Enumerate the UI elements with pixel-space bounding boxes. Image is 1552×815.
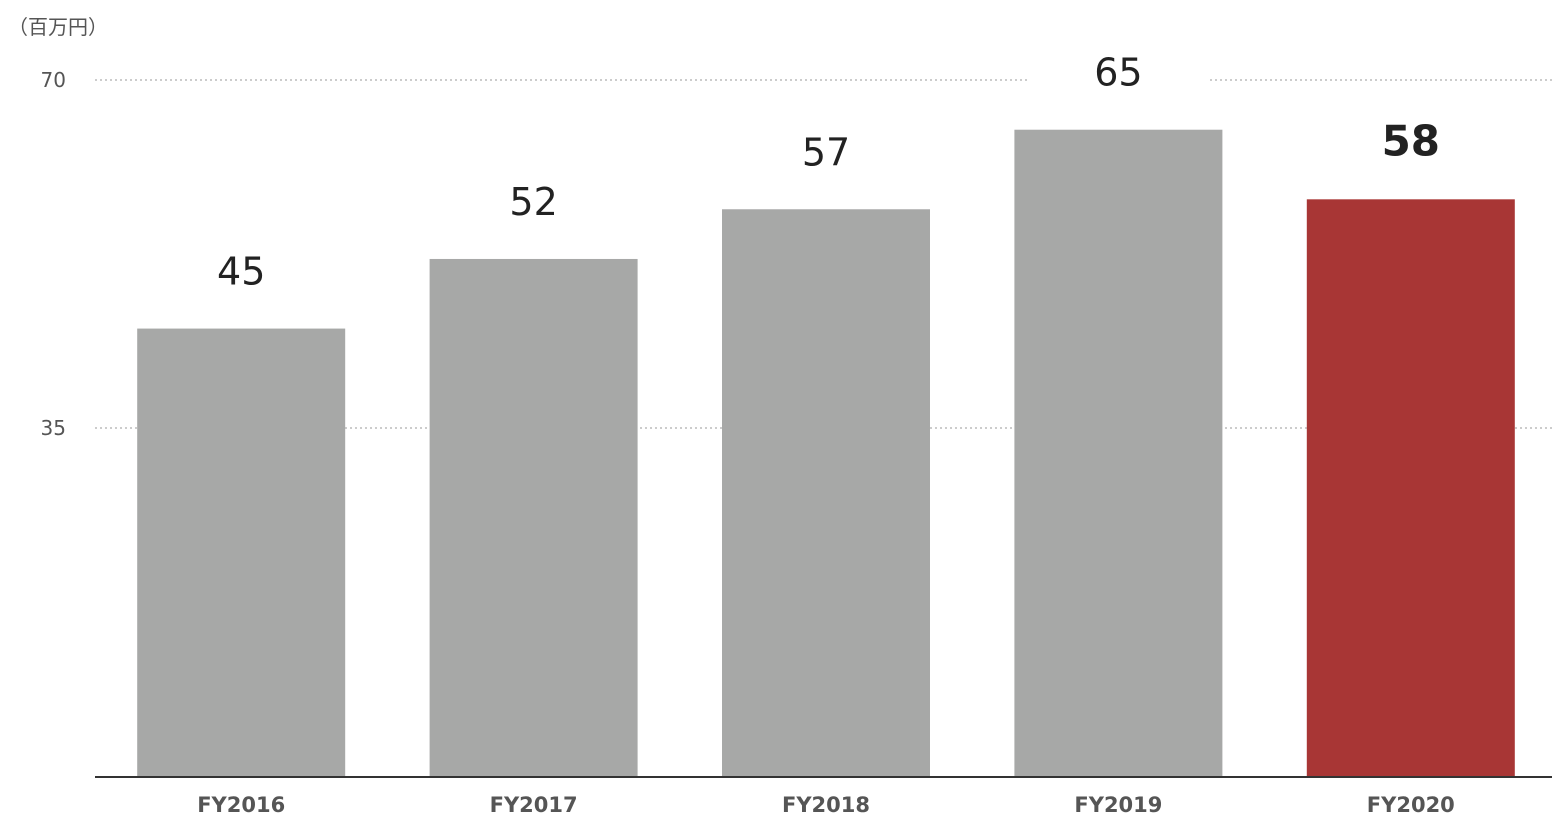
x-tick-label-fy2020: FY2020 [1367, 793, 1455, 815]
x-tick-label-fy2016: FY2016 [197, 793, 285, 815]
x-tick-label-fy2017: FY2017 [490, 793, 578, 815]
x-tick-label-fy2018: FY2018 [782, 793, 870, 815]
unit-label: （百万円） [8, 15, 108, 39]
data-labels: 45 52 57 65 58 [217, 51, 1440, 294]
bar-fy2019 [1014, 129, 1223, 776]
label-background [1028, 45, 1209, 108]
bar-fy2018 [722, 209, 930, 776]
data-label-fy2020: 58 [1382, 116, 1440, 165]
data-label-fy2016: 45 [217, 250, 265, 294]
bar-fy2020 [1306, 199, 1515, 777]
data-label-fy2017: 52 [509, 180, 557, 224]
x-tick-label-fy2019: FY2019 [1074, 793, 1162, 815]
x-axis-ticks: FY2016 FY2017 FY2018 FY2019 FY2020 [197, 793, 1455, 815]
label-background [1320, 115, 1501, 178]
bars [137, 45, 1515, 777]
y-tick-label: 35 [41, 416, 66, 440]
y-tick-label: 70 [41, 68, 66, 92]
y-axis-ticks: 35 70 [41, 68, 66, 440]
label-background [736, 125, 916, 188]
bar-fy2016 [137, 328, 346, 776]
label-background [151, 244, 332, 307]
data-label-fy2018: 57 [802, 130, 850, 174]
label-background [443, 174, 624, 237]
data-label-fy2019: 65 [1094, 51, 1142, 95]
bar-fy2017 [429, 258, 638, 776]
